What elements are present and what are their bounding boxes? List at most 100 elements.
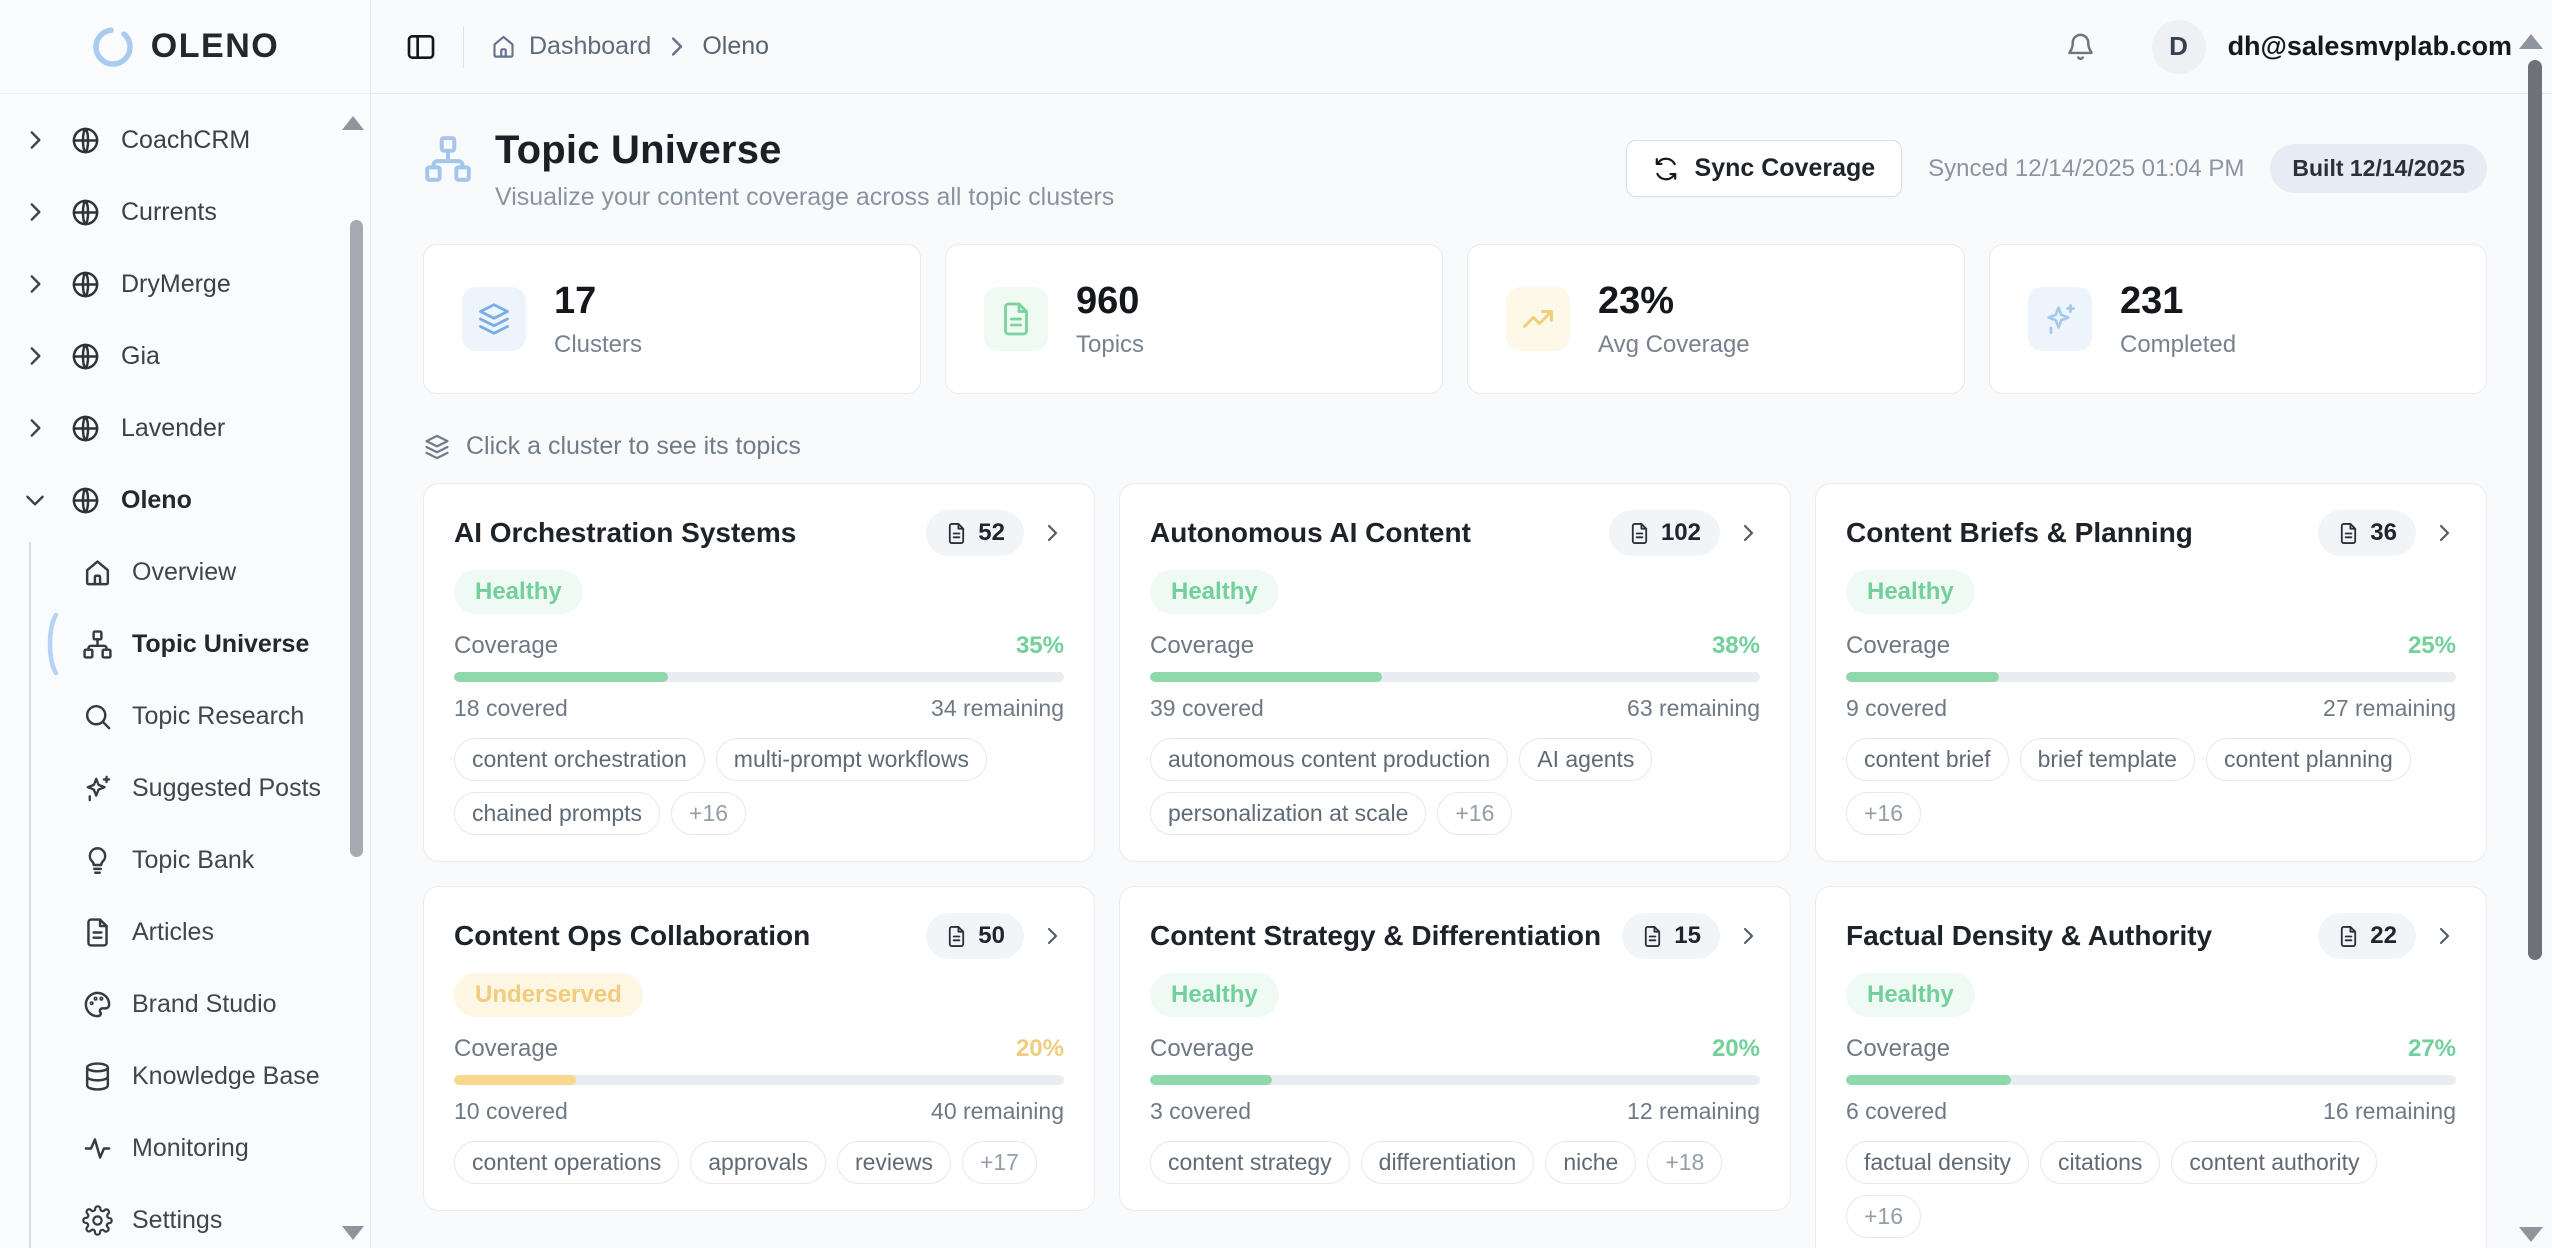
- main-column: Dashboard Oleno D dh@salesmvplab.com Top…: [371, 0, 2552, 1248]
- page-scroll-up-arrow[interactable]: [2519, 34, 2543, 49]
- tag-pill[interactable]: multi-prompt workflows: [715, 738, 987, 781]
- stat-value: 960: [1076, 279, 1140, 322]
- tag-pill[interactable]: brief template: [2019, 738, 2195, 781]
- cluster-hint: Click a cluster to see its topics: [423, 432, 2487, 461]
- search-icon: [82, 701, 113, 732]
- chevron-right-icon[interactable]: [2432, 521, 2456, 545]
- tag-pill[interactable]: content operations: [454, 1141, 680, 1184]
- sidebar-item-suggested-posts[interactable]: Suggested Posts: [29, 752, 370, 824]
- sidebar-toggle-icon[interactable]: [405, 31, 437, 63]
- page-scrollbar-thumb[interactable]: [2528, 60, 2542, 960]
- remaining-count: 63 remaining: [1627, 695, 1760, 721]
- tag-pill[interactable]: content planning: [2205, 738, 2411, 781]
- sidebar-scrollbar-thumb[interactable]: [350, 220, 363, 857]
- covered-count: 6 covered: [1846, 1098, 1948, 1124]
- sidebar-item-monitoring[interactable]: Monitoring: [29, 1112, 370, 1184]
- sidebar-project-oleno[interactable]: Oleno: [0, 464, 370, 536]
- sidebar-project-currents[interactable]: Currents: [0, 176, 370, 248]
- sidebar-item-label: Settings: [132, 1205, 223, 1234]
- sidebar-project-coachcrm[interactable]: CoachCRM: [0, 104, 370, 176]
- chevron-down-icon[interactable]: [22, 487, 48, 513]
- chevron-right-icon[interactable]: [22, 271, 48, 297]
- coverage-percent: 38%: [1711, 632, 1760, 659]
- tag-pill[interactable]: chained prompts: [454, 792, 661, 835]
- chevron-right-icon[interactable]: [22, 127, 48, 153]
- coverage-bar: [1150, 1075, 1760, 1085]
- tag-pill[interactable]: content strategy: [1150, 1141, 1350, 1184]
- sidebar-item-topic-research[interactable]: Topic Research: [29, 680, 370, 752]
- tag-pill[interactable]: differentiation: [1360, 1141, 1535, 1184]
- tag-pill[interactable]: autonomous content production: [1150, 738, 1509, 781]
- tag-pill[interactable]: niche: [1545, 1141, 1637, 1184]
- cluster-card[interactable]: Content Briefs & Planning 36 Healthy Cov…: [1815, 483, 2487, 862]
- sidebar-subtree: Overview Topic Universe Topic Research S…: [29, 536, 370, 1248]
- coverage-percent: 20%: [1711, 1035, 1760, 1062]
- sidebar-project-label: CoachCRM: [121, 125, 251, 154]
- tag-more-pill[interactable]: +17: [961, 1141, 1037, 1184]
- chevron-right-icon[interactable]: [1040, 924, 1064, 948]
- sidebar-item-topic-universe[interactable]: Topic Universe: [29, 608, 370, 680]
- tag-pill[interactable]: citations: [2040, 1141, 2161, 1184]
- file-text-icon: [82, 917, 113, 948]
- chevron-right-icon: [663, 33, 690, 60]
- coverage-row: Coverage 38%: [1150, 632, 1760, 660]
- tag-pill[interactable]: reviews: [836, 1141, 951, 1184]
- coverage-section: Coverage 20% 10 covered 40 remaining con…: [454, 1035, 1064, 1184]
- sidebar-item-overview[interactable]: Overview: [29, 536, 370, 608]
- sidebar-item-topic-bank[interactable]: Topic Bank: [29, 824, 370, 896]
- tag-more-pill[interactable]: +16: [671, 792, 747, 835]
- chevron-right-icon[interactable]: [22, 343, 48, 369]
- sidebar-item-brand-studio[interactable]: Brand Studio: [29, 968, 370, 1040]
- coverage-counts: 3 covered 12 remaining: [1150, 1098, 1760, 1125]
- coverage-bar-fill: [1846, 1075, 2011, 1085]
- chevron-right-icon[interactable]: [1736, 521, 1760, 545]
- sidebar-project-label: DryMerge: [121, 269, 231, 298]
- doc-count-badge: 52: [926, 510, 1024, 556]
- cluster-card[interactable]: Content Ops Collaboration 50 Underserved…: [423, 886, 1095, 1211]
- tag-more-pill[interactable]: +16: [1846, 1195, 1922, 1238]
- tag-list: content orchestration multi-prompt workf…: [454, 738, 1064, 835]
- chevron-right-icon[interactable]: [22, 415, 48, 441]
- coverage-row: Coverage 20%: [1150, 1035, 1760, 1063]
- coverage-counts: 6 covered 16 remaining: [1846, 1098, 2456, 1125]
- sidebar-item-articles[interactable]: Articles: [29, 896, 370, 968]
- cluster-card[interactable]: Factual Density & Authority 22 Healthy C…: [1815, 886, 2487, 1248]
- chevron-right-icon[interactable]: [1736, 924, 1760, 948]
- cluster-card[interactable]: Autonomous AI Content 102 Healthy Covera…: [1119, 483, 1791, 862]
- cluster-card[interactable]: Content Strategy & Differentiation 15 He…: [1119, 886, 1791, 1211]
- coverage-percent: 20%: [1015, 1035, 1064, 1062]
- tag-pill[interactable]: content orchestration: [454, 738, 705, 781]
- chevron-right-icon[interactable]: [2432, 924, 2456, 948]
- page-scroll-down-arrow[interactable]: [2519, 1227, 2543, 1242]
- bell-icon[interactable]: [2065, 31, 2096, 62]
- user-email[interactable]: dh@salesmvplab.com: [2227, 31, 2512, 61]
- sidebar-project-drymerge[interactable]: DryMerge: [0, 248, 370, 320]
- tag-pill[interactable]: content brief: [1846, 738, 2009, 781]
- tag-pill[interactable]: factual density: [1846, 1141, 2030, 1184]
- tag-more-pill[interactable]: +16: [1846, 792, 1922, 835]
- stat-text: 23% Avg Coverage: [1598, 280, 1750, 359]
- sidebar-scroll-up-arrow[interactable]: [342, 116, 364, 130]
- tag-more-pill[interactable]: +18: [1647, 1141, 1723, 1184]
- chevron-right-icon[interactable]: [22, 199, 48, 225]
- chevron-right-icon[interactable]: [1040, 521, 1064, 545]
- sidebar-item-settings[interactable]: Settings: [29, 1184, 370, 1248]
- sidebar-scroll-down-arrow[interactable]: [342, 1226, 364, 1240]
- sidebar-project-lavender[interactable]: Lavender: [0, 392, 370, 464]
- tag-pill[interactable]: approvals: [690, 1141, 826, 1184]
- tag-pill[interactable]: content authority: [2171, 1141, 2378, 1184]
- globe-icon: [70, 269, 101, 300]
- coverage-bar-fill: [1150, 672, 1382, 682]
- sidebar-item-knowledge-base[interactable]: Knowledge Base: [29, 1040, 370, 1112]
- sync-coverage-button[interactable]: Sync Coverage: [1625, 140, 1903, 197]
- coverage-counts: 39 covered 63 remaining: [1150, 695, 1760, 722]
- tag-more-pill[interactable]: +16: [1437, 792, 1513, 835]
- tag-pill[interactable]: AI agents: [1519, 738, 1653, 781]
- sidebar-project-gia[interactable]: Gia: [0, 320, 370, 392]
- coverage-percent: 27%: [2407, 1035, 2456, 1062]
- breadcrumb-dashboard[interactable]: Dashboard: [529, 32, 652, 60]
- avatar[interactable]: D: [2151, 19, 2206, 74]
- cluster-card[interactable]: AI Orchestration Systems 52 Healthy Cove…: [423, 483, 1095, 862]
- tag-pill[interactable]: personalization at scale: [1150, 792, 1427, 835]
